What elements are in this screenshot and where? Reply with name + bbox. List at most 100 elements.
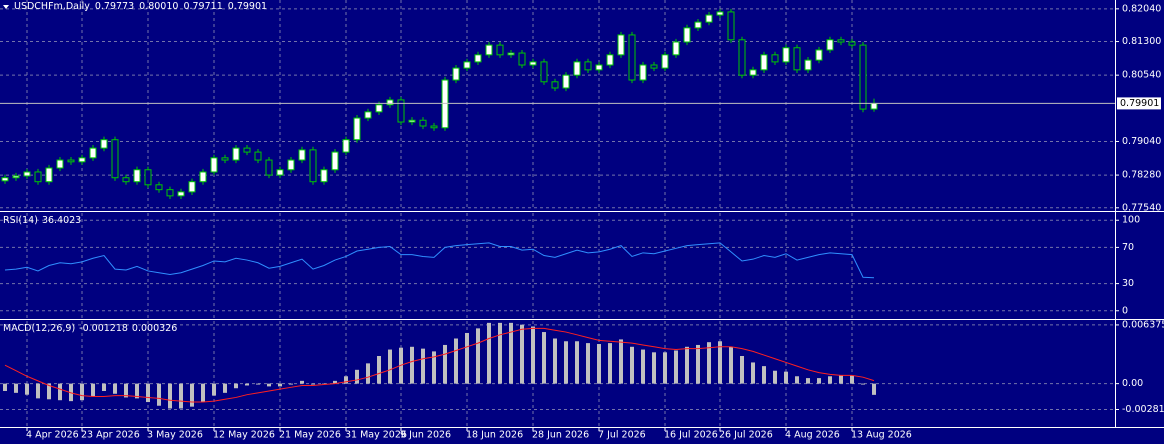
macd-bar (531, 326, 535, 384)
y-tick-label: 30 (1122, 278, 1134, 289)
ohlc-label: 0.79901 (228, 1, 267, 12)
candle-body (496, 44, 504, 56)
candle-body (133, 169, 141, 183)
candle-body (584, 61, 592, 71)
candle-body (518, 52, 526, 66)
candle-body (716, 11, 724, 16)
candle-body (210, 157, 218, 173)
candle-body (342, 139, 350, 153)
macd-bar (454, 338, 458, 384)
candle-body (221, 157, 229, 161)
macd-bar (498, 322, 502, 384)
macd-bar (322, 383, 326, 385)
macd-bar (740, 356, 744, 384)
candle-body (562, 74, 570, 89)
candle-body (199, 171, 207, 183)
candle-body (859, 44, 867, 110)
macd-bar (696, 344, 700, 384)
y-tick-label: 0.82040 (1122, 3, 1161, 14)
candle-body (375, 104, 383, 113)
candle-body (474, 54, 482, 63)
candle-body (804, 59, 812, 71)
candle-body (1, 177, 9, 182)
macd-bar (762, 366, 766, 384)
macd-bar (652, 352, 656, 384)
chart-title: USDCHFm,Daily (14, 1, 90, 12)
x-tick-label: 28 Jun 2026 (532, 430, 589, 441)
x-tick-label: 9 Jun 2026 (400, 430, 451, 441)
macd-bar (311, 383, 315, 385)
macd-bar (190, 383, 194, 407)
candle-body (760, 54, 768, 71)
macd-bar (333, 380, 337, 384)
macd-bar (542, 332, 546, 384)
candle-body (23, 171, 31, 177)
candle-body (386, 99, 394, 106)
candle-body (529, 61, 537, 66)
macd-bar (234, 383, 238, 389)
macd-bar (256, 383, 260, 385)
candle-body (12, 175, 20, 179)
macd-bar (212, 383, 216, 396)
candle-body (56, 159, 64, 169)
macd-bar (344, 376, 348, 384)
macd-bar (839, 375, 843, 384)
macd-bar (487, 322, 491, 384)
y-tick-label: 0.81300 (1122, 36, 1161, 47)
candle-body (45, 167, 53, 183)
signal-value: 0.000326 (132, 323, 177, 334)
macd-value: -0.001218 (79, 323, 128, 334)
candle-body (276, 169, 284, 176)
macd-bar (157, 383, 161, 406)
rsi-line (4, 242, 875, 279)
macd-bar (553, 338, 557, 384)
macd-bar (443, 344, 447, 384)
candle-body (485, 44, 493, 56)
macd-bar (146, 383, 150, 403)
macd-bar (300, 380, 304, 384)
x-tick-label: 18 Jun 2026 (466, 430, 523, 441)
macd-bar (784, 371, 788, 384)
macd-bar (3, 383, 7, 391)
y-tick-label: 0 (1122, 305, 1128, 316)
macd-bar (718, 341, 722, 384)
macd-bar (564, 341, 568, 384)
candle-body (419, 119, 427, 127)
candle-body (540, 61, 548, 83)
candle-body (738, 39, 746, 76)
x-tick-label: 23 Apr 2026 (81, 430, 140, 441)
x-tick-label: 13 Aug 2026 (851, 430, 912, 441)
candle-body (749, 69, 757, 76)
candle-body (166, 189, 174, 197)
candle-body (430, 125, 438, 129)
macd-bar (872, 383, 876, 395)
ohlc-label: 0.79773 (95, 1, 134, 12)
macd-bar (850, 375, 854, 384)
candle-body (848, 41, 856, 46)
candle-body (155, 184, 163, 191)
candle-body (573, 61, 581, 76)
candle-body (408, 119, 416, 123)
candle-body (397, 99, 405, 123)
candle-body (111, 139, 119, 179)
candle-body (650, 64, 658, 69)
macd-bar (410, 346, 414, 384)
macd-bar (773, 370, 777, 384)
macd-bar (388, 349, 392, 384)
last-price-label: 0.79901 (1120, 98, 1159, 109)
candle-body (89, 147, 97, 159)
macd-bar (58, 383, 62, 401)
candle-body (243, 147, 251, 153)
macd-bar (278, 383, 282, 387)
macd-bar (25, 383, 29, 395)
menu-arrow (3, 5, 9, 9)
candle-body (782, 47, 790, 63)
chart-header: USDCHFm,Daily 0.79773 0.80010 0.79711 0.7990… (14, 1, 267, 12)
indicator-title: MACD(12,26,9) (3, 323, 75, 334)
macd-bar (674, 350, 678, 384)
candle-body (177, 191, 185, 197)
macd-bar (465, 332, 469, 384)
ohlc-label: 0.80010 (139, 1, 178, 12)
